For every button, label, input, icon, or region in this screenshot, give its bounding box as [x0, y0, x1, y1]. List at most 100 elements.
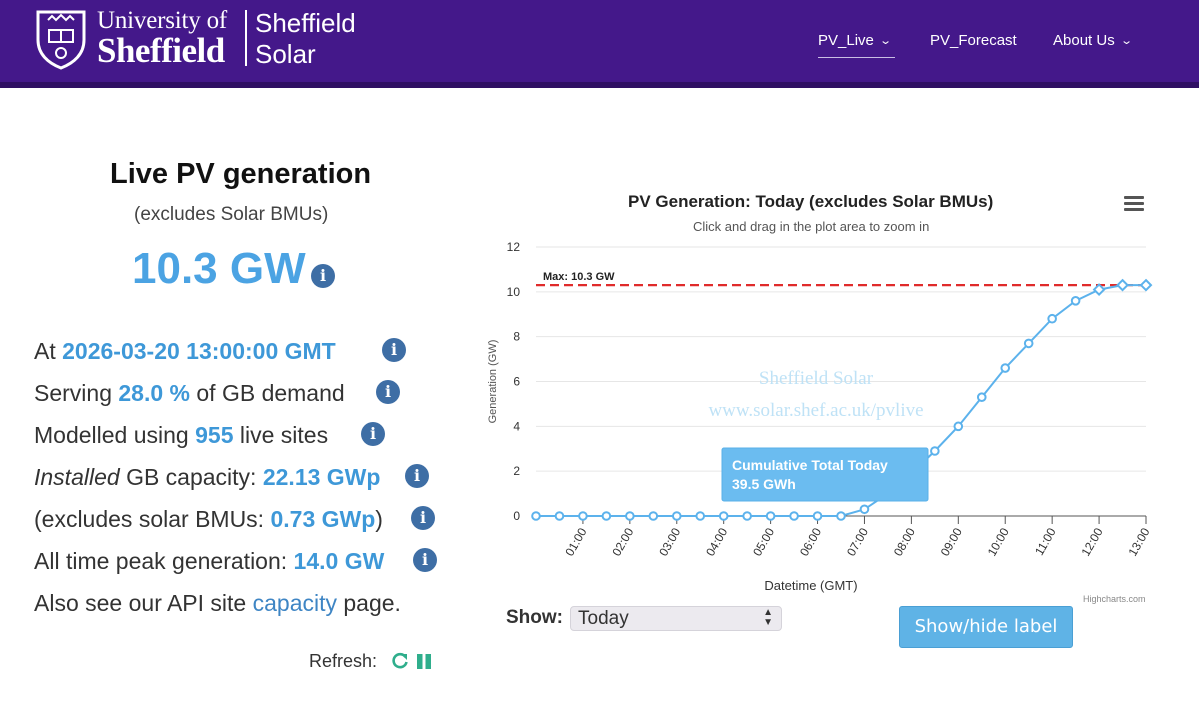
- chart-plot[interactable]: Sheffield Solar www.solar.shef.ac.uk/pvl…: [480, 230, 1170, 600]
- watermark-line-1: Sheffield Solar: [759, 368, 874, 389]
- chart-credits[interactable]: Highcharts.com: [1083, 594, 1146, 604]
- data-point[interactable]: [1092, 283, 1106, 297]
- x-tick-label: 12:00: [1079, 525, 1106, 558]
- show-hide-label-button[interactable]: Show/hide label: [899, 606, 1073, 648]
- stat-label: All time peak generation:: [34, 548, 288, 574]
- live-generation-value: 10.3 GW: [132, 244, 306, 293]
- info-icon[interactable]: i: [382, 338, 406, 362]
- show-label: Show:: [506, 607, 563, 628]
- show-select[interactable]: Today ▲ ▼: [570, 606, 782, 631]
- university-name-top: University of: [97, 7, 228, 34]
- data-point-max[interactable]: [1139, 278, 1153, 292]
- data-point[interactable]: [976, 392, 987, 402]
- info-icon[interactable]: i: [405, 464, 429, 488]
- y-axis-title: Generation (GW): [487, 340, 499, 424]
- data-point[interactable]: [742, 511, 752, 521]
- nav-pv-live[interactable]: PV_Live ⌄: [818, 32, 892, 49]
- group-name-bottom: Solar: [255, 39, 316, 69]
- peak-value: 14.0 GW: [293, 548, 385, 574]
- capacity-value: 22.13 GWp: [262, 464, 381, 490]
- university-name-main: Sheffield: [97, 31, 225, 70]
- stat-label: ): [375, 506, 383, 532]
- sites-value: 955: [195, 422, 234, 448]
- capacity-link[interactable]: capacity: [252, 590, 337, 616]
- header-shadow: [0, 82, 1199, 88]
- bmu-value: 0.73 GWp: [270, 506, 376, 532]
- stat-label: Installed: [34, 464, 120, 490]
- data-point[interactable]: [859, 504, 870, 515]
- y-tick-label: 8: [513, 330, 520, 344]
- timestamp-value: 2026-03-20 13:00:00 GMT: [62, 338, 336, 364]
- data-point[interactable]: [1070, 296, 1081, 306]
- refresh-icon[interactable]: [391, 651, 409, 671]
- y-tick-label: 10: [507, 285, 521, 299]
- data-point[interactable]: [1023, 338, 1034, 349]
- data-point[interactable]: [812, 511, 823, 521]
- x-tick-label: 03:00: [656, 525, 683, 558]
- data-point[interactable]: [789, 511, 799, 521]
- data-point[interactable]: [930, 446, 940, 456]
- stat-api: Also see our API site capacity page.: [34, 590, 401, 617]
- data-point[interactable]: [1047, 313, 1057, 324]
- stat-serving: Serving 28.0 % of GB demand: [34, 380, 345, 407]
- data-point[interactable]: [1000, 363, 1011, 373]
- serving-value: 28.0 %: [118, 380, 190, 406]
- stat-label: of GB demand: [196, 380, 345, 406]
- chart-subtitle: Click and drag in the plot area to zoom …: [693, 219, 930, 234]
- data-point[interactable]: [695, 511, 706, 521]
- info-icon[interactable]: i: [376, 380, 400, 404]
- data-point[interactable]: [648, 511, 659, 521]
- data-point[interactable]: [671, 511, 682, 521]
- nav-pv-forecast-label: PV_Forecast: [930, 32, 1017, 49]
- y-tick-label: 0: [513, 509, 520, 523]
- tooltip-value: 39.5 GWh: [732, 476, 796, 492]
- stat-timestamp: At 2026-03-20 13:00:00 GMT: [34, 338, 336, 365]
- data-point[interactable]: [718, 511, 729, 521]
- y-tick-label: 2: [513, 464, 520, 478]
- stat-label: live sites: [239, 422, 329, 448]
- stat-label: (excludes solar BMUs:: [34, 506, 265, 532]
- info-icon[interactable]: i: [411, 506, 435, 530]
- data-point[interactable]: [765, 511, 776, 521]
- stat-label: Also see our API site: [34, 590, 247, 616]
- tooltip-box: [721, 447, 929, 502]
- info-icon[interactable]: i: [311, 264, 335, 288]
- data-point[interactable]: [578, 511, 588, 521]
- x-tick-label: 02:00: [609, 525, 636, 558]
- chart-menu-icon[interactable]: [1124, 196, 1144, 212]
- data-point[interactable]: [531, 511, 541, 521]
- x-tick-label: 08:00: [891, 525, 918, 558]
- data-point[interactable]: [601, 511, 612, 521]
- nav-about-us[interactable]: About Us ⌄: [1053, 32, 1133, 49]
- data-point[interactable]: [836, 511, 846, 521]
- show-select-value: Today: [578, 608, 629, 629]
- watermark-line-2: www.solar.shef.ac.uk/pvlive: [708, 400, 923, 421]
- group-name-top: Sheffield: [255, 8, 356, 38]
- data-point[interactable]: [953, 421, 964, 432]
- stat-installed: Installed GB capacity: 22.13 GWp: [34, 464, 380, 491]
- university-crest-icon[interactable]: [34, 8, 88, 70]
- live-title: Live PV generation: [110, 158, 372, 190]
- live-subtitle: (excludes Solar BMUs): [134, 204, 329, 225]
- x-tick-label: 06:00: [797, 525, 824, 558]
- data-point[interactable]: [1116, 278, 1129, 292]
- y-tick-label: 4: [513, 419, 520, 433]
- data-point[interactable]: [554, 511, 565, 521]
- chevron-down-icon: ⌄: [1119, 35, 1133, 47]
- stat-label: Serving: [34, 380, 112, 406]
- nav-pv-forecast[interactable]: PV_Forecast: [930, 32, 1017, 49]
- y-tick-label: 12: [507, 240, 521, 254]
- info-icon[interactable]: i: [361, 422, 385, 446]
- y-tick-label: 6: [513, 375, 520, 389]
- stat-label: page.: [343, 590, 401, 616]
- info-icon[interactable]: i: [413, 548, 437, 572]
- x-tick-label: 11:00: [1032, 525, 1059, 558]
- stat-label: GB capacity:: [126, 464, 257, 490]
- logo-divider: [245, 10, 247, 66]
- nav-active-underline: [818, 57, 895, 58]
- pause-icon[interactable]: [416, 651, 432, 671]
- refresh-label: Refresh:: [309, 651, 378, 671]
- max-line-label: Max: 10.3 GW: [543, 271, 615, 283]
- data-point[interactable]: [625, 511, 635, 521]
- x-axis-title: Datetime (GMT): [764, 578, 857, 593]
